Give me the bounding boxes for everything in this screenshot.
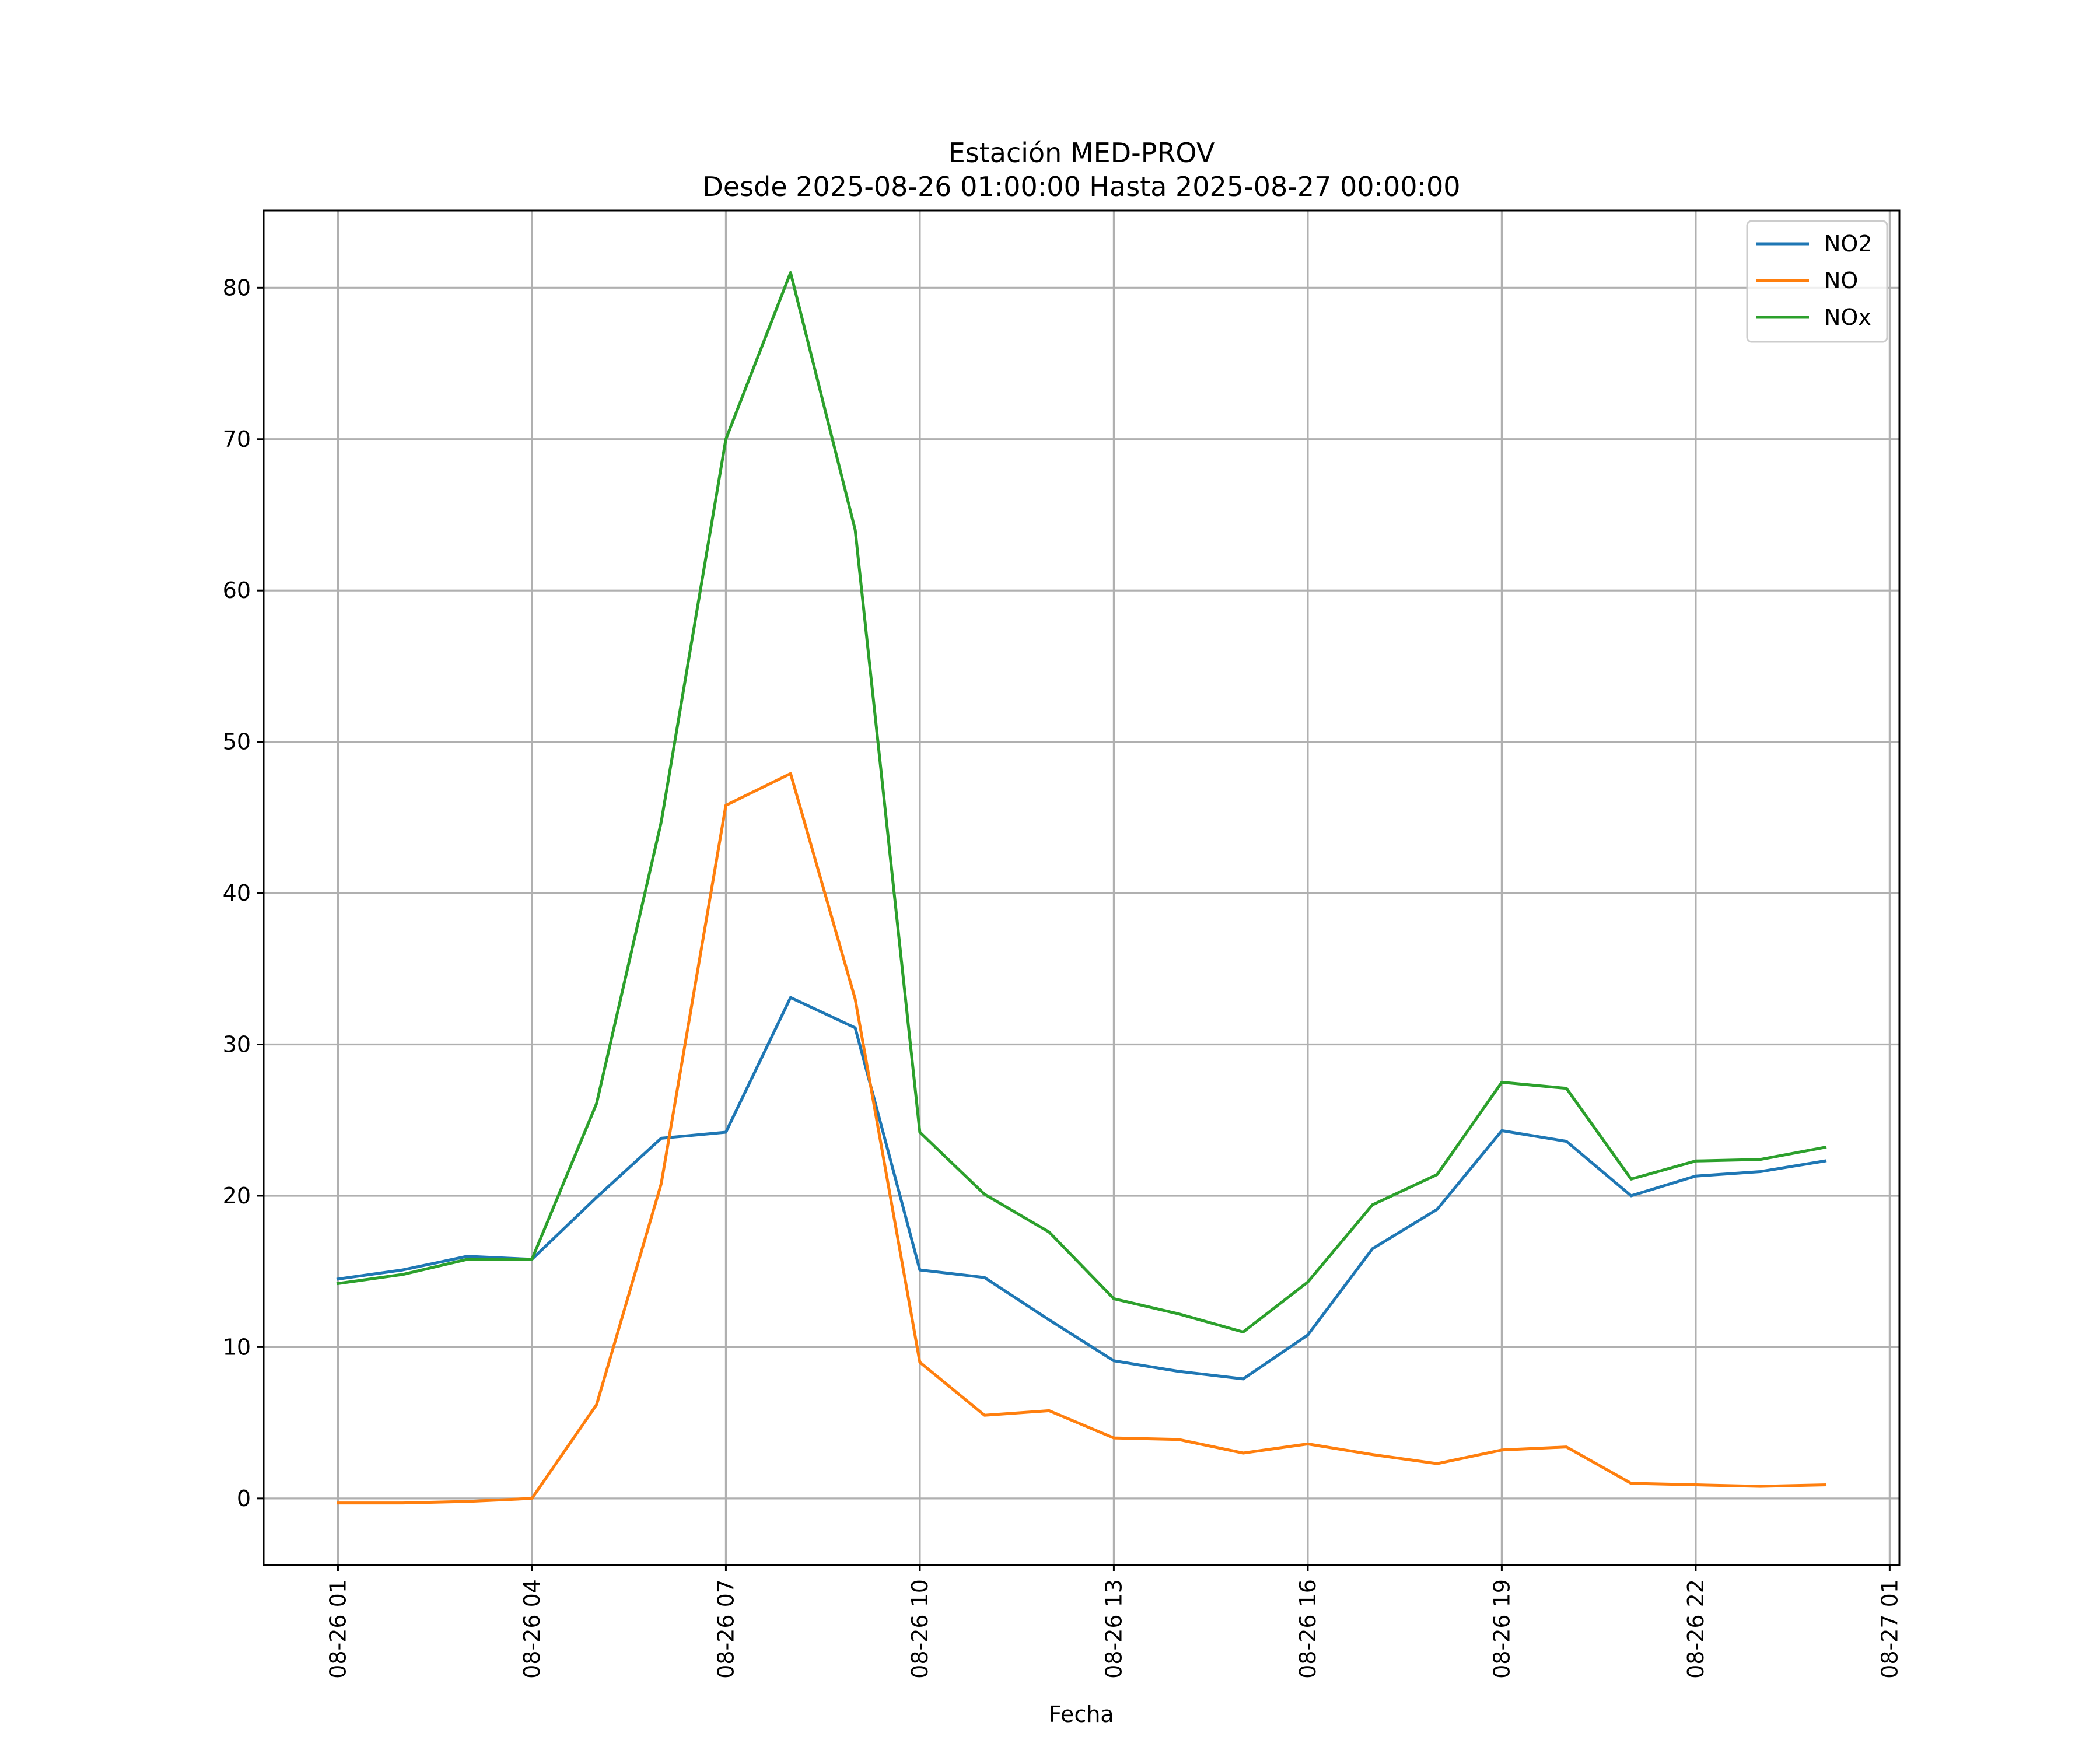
legend-label-no: NO [1824,268,1858,293]
x-tick-label: 08-26 04 [519,1579,545,1679]
chart-subtitle: Desde 2025-08-26 01:00:00 Hasta 2025-08-… [702,171,1460,202]
legend: NO2 NO NOx [1746,220,1888,343]
plot-area-frame [262,209,1901,1566]
series-line-no [337,772,1827,1505]
x-axis-label: Fecha [1049,1702,1114,1727]
x-axis: 08-26 01 08-26 04 08-26 07 08-26 10 08-26 13… [325,1565,1902,1679]
series-group [336,271,1827,1505]
y-tick-label: 10 [223,1334,251,1360]
y-tick-label: 60 [223,578,251,603]
grid [264,211,1899,1565]
legend-frame [1746,220,1888,343]
y-tick-label: 70 [223,426,251,452]
x-tick-label: 08-26 16 [1295,1579,1321,1679]
x-tick-label: 08-26 22 [1683,1579,1709,1679]
y-tick-label: 50 [223,729,251,755]
x-tick-label: 08-26 01 [325,1579,351,1679]
x-tick-label: 08-26 13 [1101,1579,1126,1679]
y-tick-label: 40 [223,880,251,906]
x-tick-label: 08-27 01 [1877,1579,1902,1679]
legend-label-no2: NO2 [1824,231,1873,257]
legend-label-nox: NOx [1824,304,1871,330]
series-line-nox [336,271,1827,1334]
y-axis: 0 10 20 30 40 50 60 70 80 [223,275,264,1511]
chart-title: Estación MED-PROV [949,137,1215,169]
x-tick-label: 08-26 10 [907,1579,933,1679]
y-tick-label: 80 [223,275,251,300]
y-tick-label: 20 [223,1183,251,1209]
series-line-no2 [336,996,1827,1381]
y-tick-label: 0 [237,1486,251,1511]
x-tick-label: 08-26 19 [1489,1579,1514,1679]
y-tick-label: 30 [223,1032,251,1058]
x-tick-label: 08-26 07 [713,1579,738,1679]
